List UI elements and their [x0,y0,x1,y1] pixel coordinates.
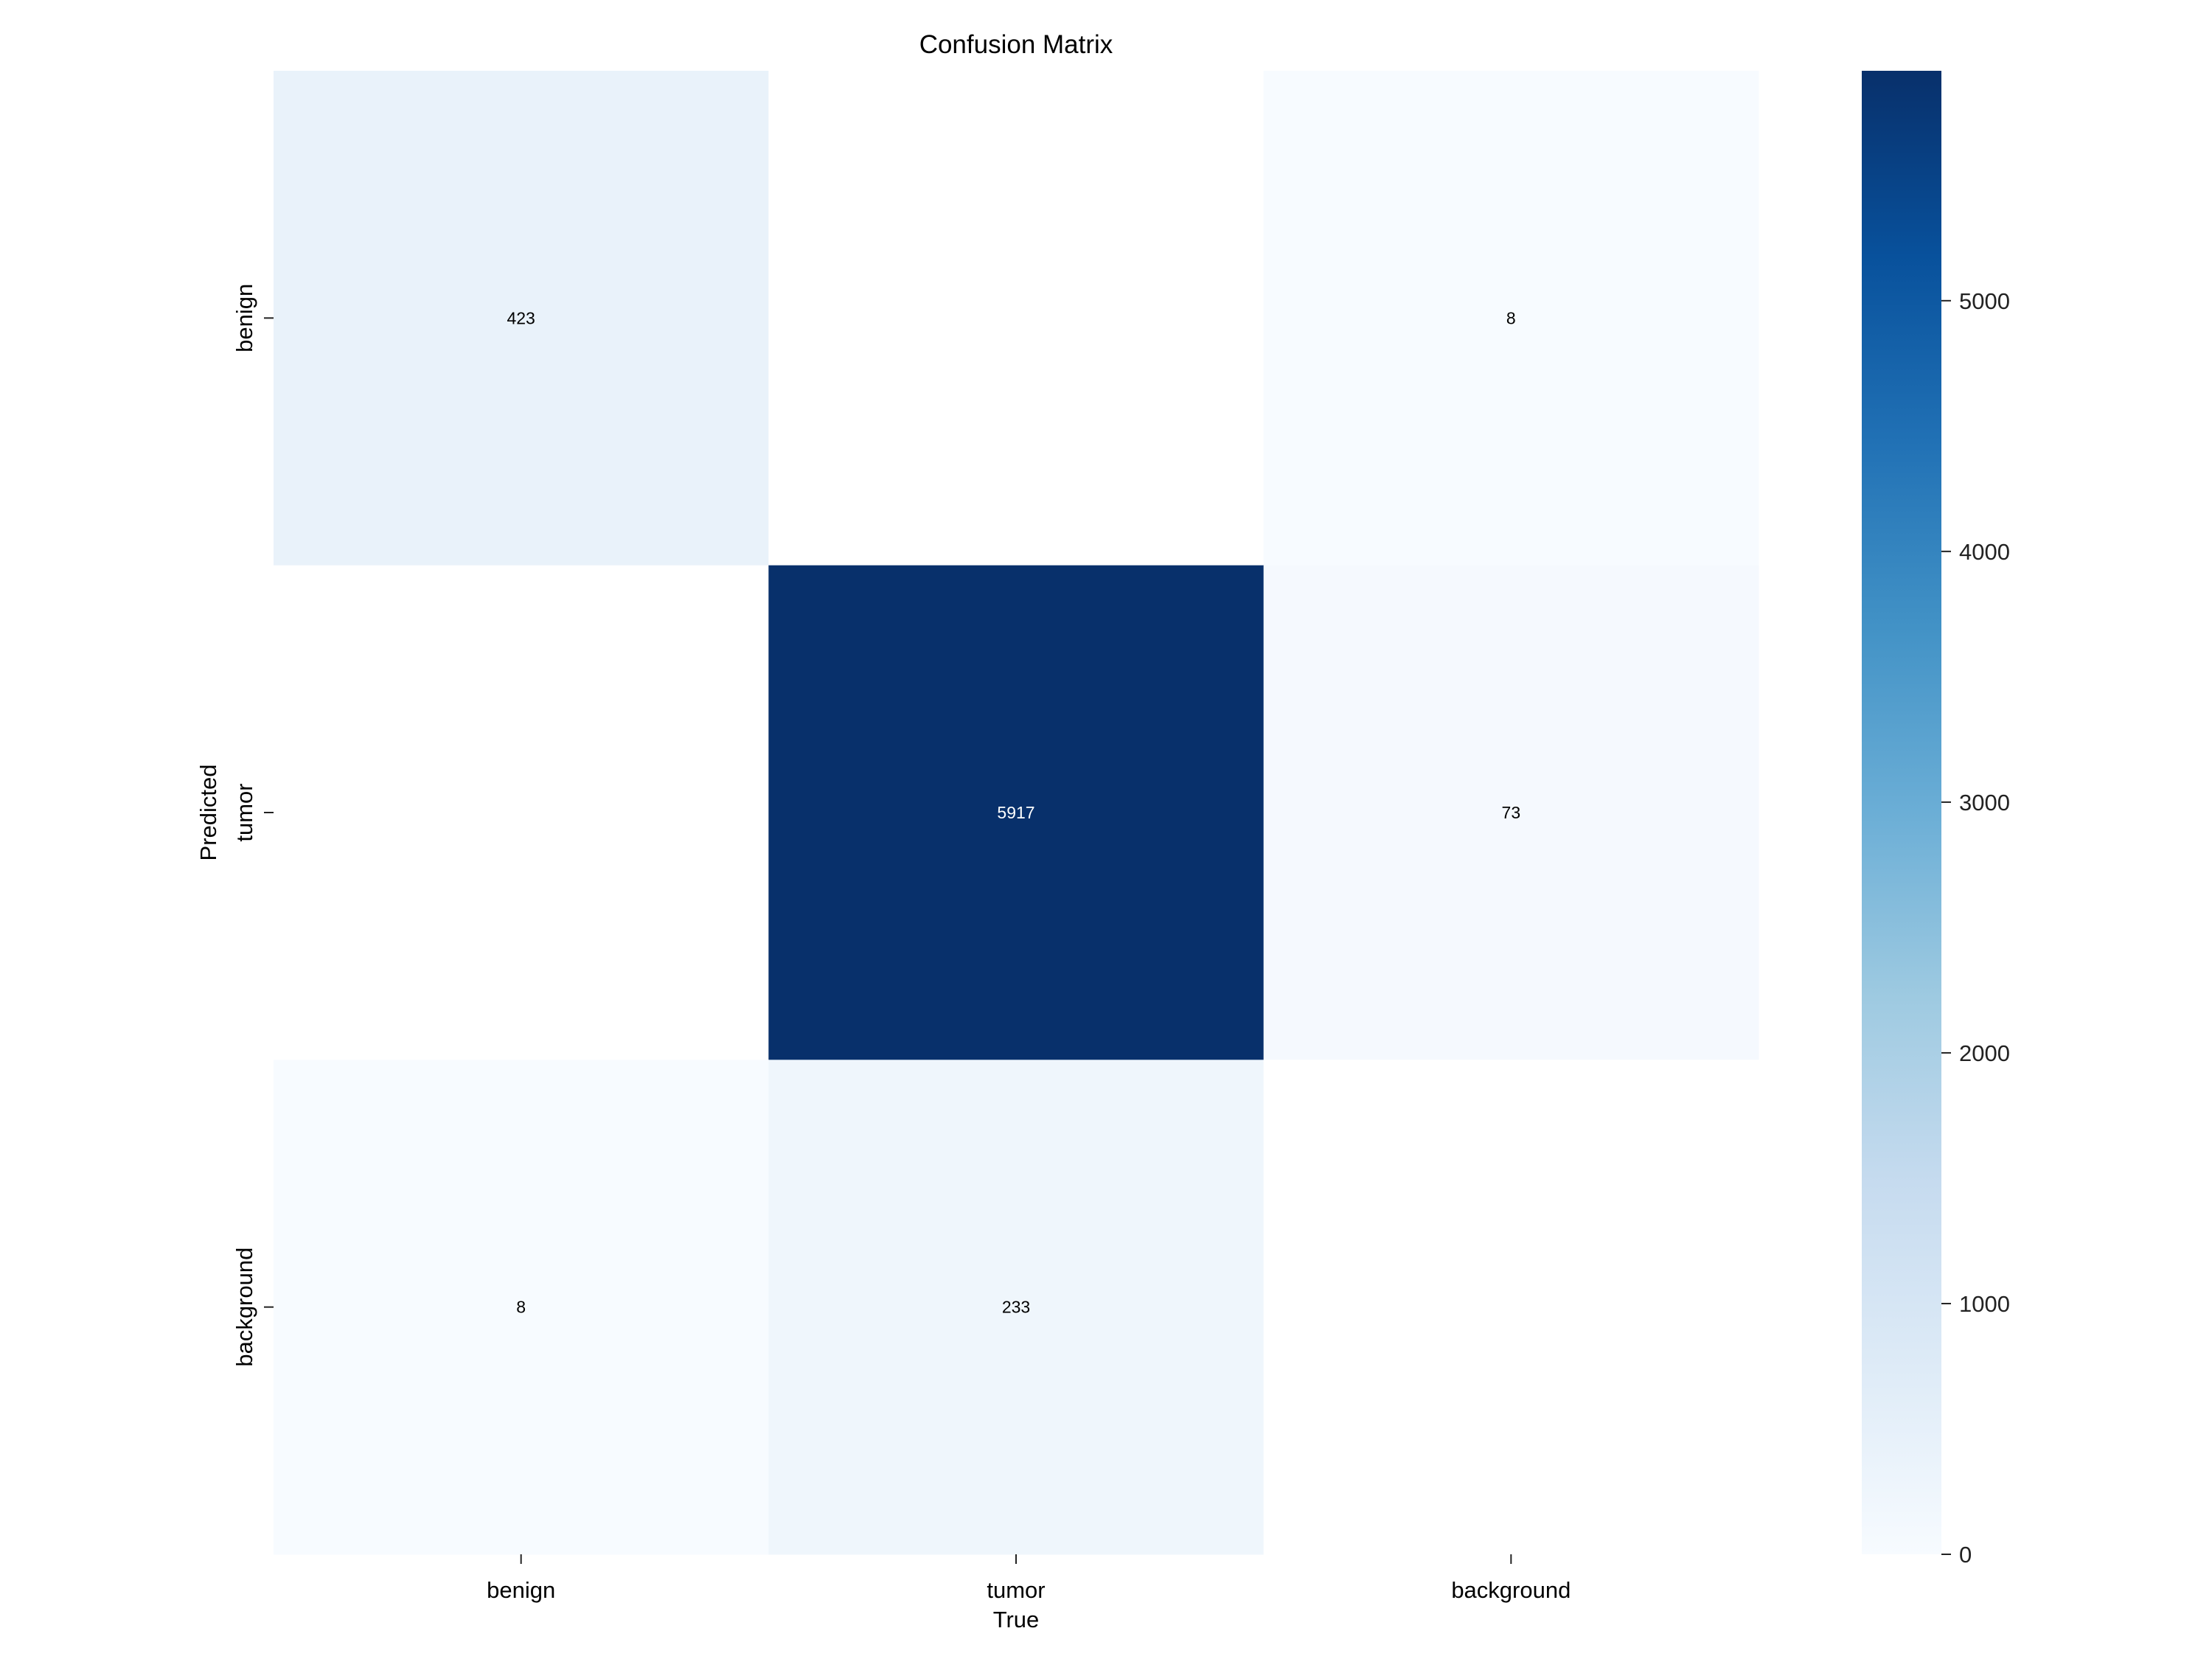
x-tick-label: benign [487,1577,555,1603]
y-axis-label: Predicted [195,765,221,861]
chart-title: Confusion Matrix [919,30,1113,59]
heatmap-cell [1263,565,1759,1060]
colorbar-tick-label: 0 [1959,1542,1972,1568]
colorbar [1862,71,1941,1554]
cell-value-label: 8 [516,1298,526,1317]
heatmap-cell [1263,71,1759,566]
colorbar-tick-label: 3000 [1959,790,2010,815]
cell-value-label: 8 [1506,308,1516,327]
cell-value-label: 5917 [997,803,1034,822]
x-tick-label: background [1451,1577,1571,1603]
cell-value-label: 423 [507,308,535,327]
colorbar-tick-label: 2000 [1959,1040,2010,1066]
heatmap-cell [274,565,769,1060]
colorbar-tick-label: 4000 [1959,539,2010,565]
heatmap-cell [768,1060,1265,1555]
cell-value-label: 73 [1502,803,1521,822]
y-tick-label: tumor [232,783,257,841]
x-tick-label: tumor [987,1577,1045,1603]
heatmap-cell [1263,1060,1759,1555]
x-axis: benign tumor background [487,1554,1571,1603]
y-axis: benign tumor background [232,284,274,1367]
heatmap-cells: 423 8 5917 73 8 233 [274,71,1759,1555]
colorbar-ticks: 0 1000 2000 3000 4000 5000 [1941,288,2010,1568]
heatmap-cell [274,1060,769,1555]
y-tick-label: benign [232,284,257,352]
heatmap-cell [768,565,1265,1060]
colorbar-tick-label: 1000 [1959,1291,2010,1317]
heatmap-cell [768,71,1265,566]
cell-value-label: 233 [1002,1298,1030,1317]
heatmap-cell [274,71,769,566]
colorbar-tick-label: 5000 [1959,288,2010,314]
y-tick-label: background [232,1248,257,1367]
x-axis-label: True [993,1607,1040,1632]
